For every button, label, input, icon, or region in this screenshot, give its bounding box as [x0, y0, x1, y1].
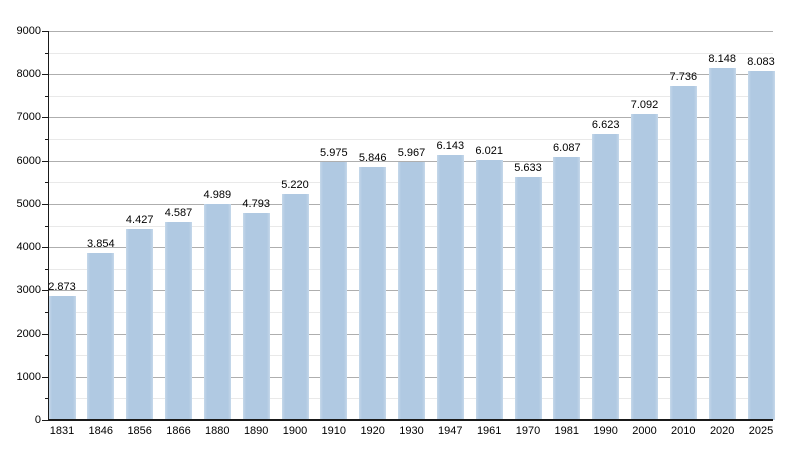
bar-2010 [669, 85, 697, 420]
bar-1856 [126, 228, 154, 420]
x-axis-line [48, 419, 773, 421]
y-minor-tick-mark [45, 139, 48, 140]
y-tick-mark [42, 420, 48, 421]
y-minor-tick-mark [45, 226, 48, 227]
y-minor-tick-mark [45, 398, 48, 399]
x-tick-label: 1947 [438, 425, 463, 437]
bar-1846 [87, 253, 115, 420]
bar-1981 [553, 156, 581, 420]
bar-value-label: 5.633 [514, 161, 542, 174]
bar-1990 [592, 133, 620, 420]
bar-value-label: 2.873 [48, 280, 76, 293]
bar-value-label: 7.736 [669, 70, 698, 83]
bar-value-label: 6.021 [475, 144, 503, 157]
y-tick-mark [42, 117, 48, 118]
gridline-major [48, 117, 773, 118]
y-tick-mark [42, 74, 48, 75]
bar-value-label: 5.967 [397, 147, 426, 160]
bar-value-label: 6.087 [553, 141, 581, 154]
gridline-major [48, 31, 773, 32]
y-minor-tick-mark [45, 182, 48, 183]
bar-2025 [747, 70, 775, 420]
y-tick-label: 5000 [16, 198, 41, 210]
x-tick-label: 1866 [166, 425, 191, 437]
x-tick-label: 1910 [321, 425, 347, 437]
bar-1880 [203, 204, 231, 420]
y-tick-label: 3000 [16, 284, 41, 296]
y-tick-mark [42, 377, 48, 378]
bar-value-label: 6.623 [591, 118, 620, 131]
bar-1910 [320, 161, 348, 420]
y-minor-tick-mark [45, 96, 48, 97]
y-tick-label: 7000 [16, 111, 41, 123]
bar-value-label: 4.793 [242, 197, 270, 210]
x-tick-label: 2000 [632, 425, 657, 437]
bar-value-label: 4.587 [164, 206, 193, 219]
x-tick-label: 1856 [127, 425, 152, 437]
y-minor-tick-mark [45, 355, 48, 356]
x-tick-label: 1990 [593, 425, 618, 437]
bar-value-label: 6.143 [436, 139, 465, 152]
bar-1866 [165, 221, 192, 420]
x-tick-label: 1846 [88, 425, 114, 437]
y-minor-tick-mark [45, 53, 48, 54]
y-tick-mark [42, 161, 48, 162]
y-tick-label: 0 [34, 414, 41, 426]
y-axis-line [48, 31, 49, 420]
x-tick-label: 1981 [554, 425, 580, 437]
x-tick-label: 1920 [360, 425, 385, 437]
y-tick-mark [42, 31, 48, 32]
y-tick-label: 4000 [16, 241, 41, 253]
y-tick-mark [42, 204, 48, 205]
bar-value-label: 4.989 [203, 189, 232, 202]
bar-value-label: 5.846 [358, 152, 387, 165]
y-minor-tick-mark [45, 312, 48, 313]
y-minor-tick-mark [45, 269, 48, 270]
bar-value-label: 3.854 [87, 238, 115, 251]
x-tick-label: 2020 [709, 425, 735, 437]
bar-1900 [281, 194, 309, 420]
bar-1920 [359, 167, 387, 420]
y-tick-label: 1000 [16, 371, 41, 383]
x-tick-label: 1890 [243, 425, 269, 437]
x-tick-label: 2025 [748, 425, 774, 437]
bar-2020 [708, 67, 736, 420]
bar-value-label: 5.220 [281, 179, 309, 192]
gridline-minor [48, 96, 773, 97]
y-tick-label: 9000 [16, 25, 41, 37]
y-tick-label: 8000 [16, 68, 41, 80]
bar-2000 [631, 113, 658, 420]
y-tick-label: 2000 [16, 328, 41, 340]
bar-1890 [242, 212, 270, 420]
bar-value-label: 5.975 [320, 146, 348, 159]
y-tick-mark [42, 290, 48, 291]
bar-value-label: 4.427 [125, 213, 154, 226]
gridline-minor [48, 53, 773, 54]
x-tick-label: 1970 [515, 425, 541, 437]
bar-1831 [49, 295, 76, 420]
x-tick-label: 1880 [205, 425, 230, 437]
bar-value-label: 7.092 [630, 98, 659, 111]
x-tick-label: 1831 [49, 425, 75, 437]
bar-1947 [436, 154, 464, 420]
bar-1970 [514, 176, 542, 420]
x-tick-label: 1900 [282, 425, 308, 437]
bar-1930 [398, 162, 425, 420]
bar-value-label: 8.148 [708, 52, 736, 65]
bar-value-label: 8.083 [747, 55, 775, 68]
gridline-minor [48, 139, 773, 140]
x-tick-label: 2010 [671, 425, 696, 437]
x-tick-label: 1961 [476, 425, 502, 437]
x-tick-label: 1930 [399, 425, 424, 437]
y-tick-label: 6000 [16, 155, 41, 167]
y-tick-mark [42, 247, 48, 248]
y-tick-mark [42, 334, 48, 335]
bar-1961 [475, 159, 503, 420]
